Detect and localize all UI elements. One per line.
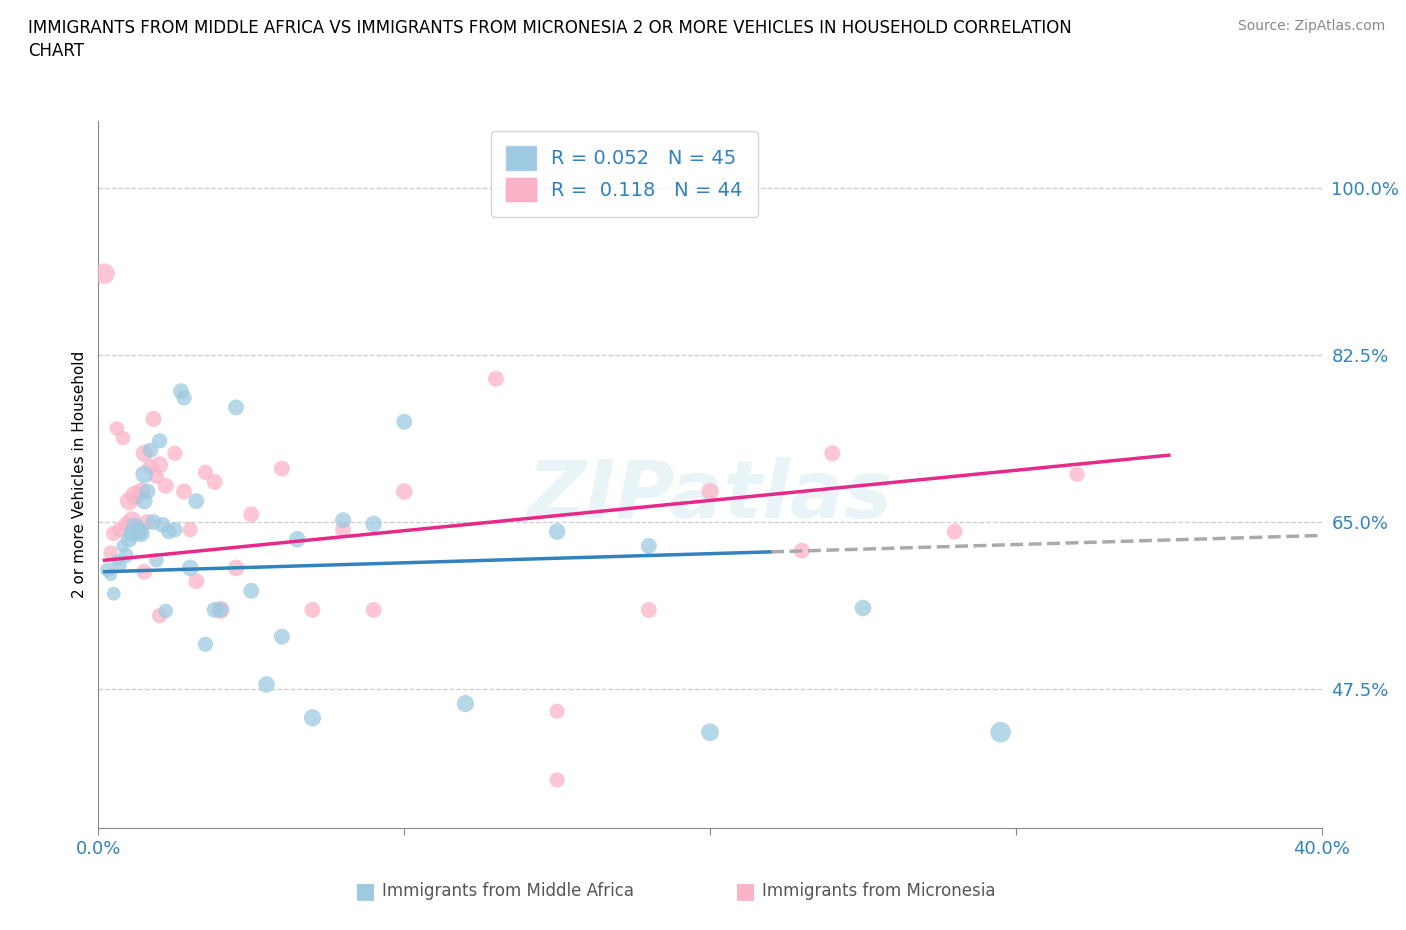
Point	[363, 603, 385, 618]
Y-axis label: 2 or more Vehicles in Household: 2 or more Vehicles in Household	[72, 351, 87, 598]
Point	[121, 526, 143, 541]
Point	[179, 523, 201, 538]
Text: CHART: CHART	[28, 42, 84, 60]
Point	[111, 538, 134, 553]
Point	[209, 603, 232, 618]
Point	[204, 474, 226, 489]
Point	[699, 724, 721, 739]
Point	[194, 465, 217, 480]
Point	[134, 445, 156, 460]
Point	[136, 484, 159, 498]
Point	[392, 415, 416, 430]
Point	[270, 461, 292, 476]
Point	[100, 567, 122, 582]
Point	[332, 523, 354, 538]
Point	[225, 561, 247, 576]
Point	[155, 478, 177, 493]
Point	[943, 525, 966, 539]
Point	[225, 400, 247, 415]
Point	[186, 574, 208, 589]
Point	[637, 538, 661, 553]
Point	[127, 523, 149, 538]
Point	[163, 445, 186, 460]
Text: Immigrants from Middle Africa: Immigrants from Middle Africa	[382, 882, 634, 900]
Text: ZIPatlas: ZIPatlas	[527, 457, 893, 535]
Point	[163, 523, 186, 538]
Point	[821, 445, 844, 460]
Point	[93, 266, 115, 281]
Point	[97, 563, 120, 578]
Point	[118, 532, 141, 547]
Point	[149, 458, 172, 472]
Point	[157, 525, 180, 539]
Point	[790, 543, 813, 558]
Point	[637, 603, 661, 618]
Text: Source: ZipAtlas.com: Source: ZipAtlas.com	[1237, 19, 1385, 33]
Point	[332, 512, 354, 527]
Point	[105, 552, 128, 567]
Point	[124, 519, 146, 534]
Point	[392, 484, 416, 498]
Point	[186, 494, 208, 509]
Point	[152, 517, 174, 532]
Point	[363, 516, 385, 531]
Text: Immigrants from Micronesia: Immigrants from Micronesia	[762, 882, 995, 900]
Point	[179, 561, 201, 576]
Point	[118, 494, 141, 509]
Point	[103, 526, 125, 541]
Point	[256, 677, 278, 692]
Point	[204, 603, 226, 618]
Point	[142, 411, 165, 426]
Point	[134, 467, 156, 482]
Point	[454, 696, 477, 711]
Point	[111, 431, 134, 445]
Point	[301, 603, 323, 618]
Point	[485, 371, 508, 386]
Point	[145, 469, 167, 484]
Point	[173, 391, 195, 405]
Point	[194, 637, 217, 652]
Point	[100, 545, 122, 560]
Point	[209, 603, 232, 618]
Point	[105, 421, 128, 436]
Point	[285, 532, 308, 547]
Point	[546, 773, 568, 788]
Point	[129, 484, 152, 498]
Point	[1066, 467, 1088, 482]
Point	[134, 565, 156, 579]
Point	[145, 552, 167, 567]
Point	[108, 523, 131, 538]
Point	[103, 586, 125, 601]
Text: ■: ■	[735, 881, 755, 901]
Point	[149, 608, 172, 623]
Point	[124, 488, 146, 503]
Point	[149, 433, 172, 448]
Point	[134, 494, 156, 509]
Point	[121, 512, 143, 527]
Point	[173, 484, 195, 498]
Point	[139, 459, 162, 474]
Point	[115, 516, 138, 531]
Point	[301, 711, 323, 725]
Point	[129, 526, 152, 541]
Point	[852, 601, 875, 616]
Point	[170, 384, 193, 399]
Point	[546, 704, 568, 719]
Point	[240, 507, 263, 522]
Legend: R = 0.052   N = 45, R =  0.118   N = 44: R = 0.052 N = 45, R = 0.118 N = 44	[491, 130, 758, 217]
Point	[127, 525, 149, 539]
Point	[240, 583, 263, 598]
Point	[136, 514, 159, 529]
Point	[142, 514, 165, 529]
Point	[139, 443, 162, 458]
Text: ■: ■	[356, 881, 375, 901]
Point	[115, 548, 138, 563]
Point	[270, 630, 292, 644]
Text: IMMIGRANTS FROM MIDDLE AFRICA VS IMMIGRANTS FROM MICRONESIA 2 OR MORE VEHICLES I: IMMIGRANTS FROM MIDDLE AFRICA VS IMMIGRA…	[28, 19, 1071, 36]
Point	[546, 525, 568, 539]
Point	[990, 724, 1012, 739]
Point	[155, 604, 177, 618]
Point	[699, 484, 721, 498]
Point	[108, 558, 131, 573]
